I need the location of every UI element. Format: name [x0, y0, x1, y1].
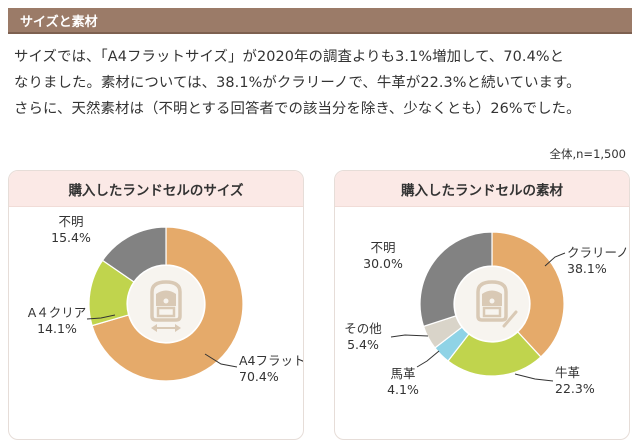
slice-value-0: 38.1%	[567, 261, 607, 276]
slice-value-2: 15.4%	[51, 230, 91, 245]
size-chart-panel: 購入したランドセルのサイズ A4フラット 70.4% A４クリア 14.1% 不明 15.…	[8, 170, 304, 440]
slice-value-4: 30.0%	[363, 256, 403, 271]
slice-value-2: 4.1%	[387, 382, 419, 397]
leader-line-0	[204, 353, 238, 368]
slice-label-1: 牛革	[555, 365, 580, 380]
description-line: なりました。素材については、38.1%がクラリーノで、牛革が22.3%と続いてい…	[14, 75, 581, 91]
slice-label-1: A４クリア	[28, 305, 87, 320]
randoseru-icon	[476, 280, 508, 322]
slice-label-3: その他	[344, 321, 382, 336]
sample-size-note: 全体,n=1,500	[549, 147, 626, 161]
donut-slice-2	[101, 226, 167, 283]
slice-label-4: 不明	[370, 240, 395, 255]
size-chart-title: 購入したランドセルのサイズ	[68, 182, 244, 199]
material-chart-panel: 購入したランドセルの素材 クラリーノ 38.1% 牛革 22.3% 馬革 4.1% その他 5…	[334, 170, 630, 440]
leader-line-1	[514, 373, 554, 382]
material-stroke-icon	[502, 310, 518, 328]
donut-slice-4	[419, 231, 493, 328]
slice-label-2: 不明	[58, 214, 83, 229]
slice-label-0: クラリーノ	[567, 245, 629, 260]
slice-value-3: 5.4%	[347, 337, 379, 352]
leader-line-3	[390, 334, 429, 338]
slice-value-1: 22.3%	[555, 381, 595, 396]
leader-line-0	[544, 252, 566, 267]
leader-line-1	[86, 314, 116, 320]
width-arrow-icon	[151, 324, 181, 332]
slice-value-1: 14.1%	[37, 321, 77, 336]
section-title: サイズと素材	[20, 14, 98, 30]
description-paragraph: サイズでは、「A4フラットサイズ」が2020年の調査よりも3.1%増加して、70…	[14, 44, 630, 122]
slice-label-2: 馬革	[390, 366, 415, 381]
description-line: サイズでは、「A4フラットサイズ」が2020年の調査よりも3.1%増加して、70…	[14, 49, 565, 65]
material-chart-header: 購入したランドセルの素材	[335, 171, 629, 207]
size-chart-header: 購入したランドセルのサイズ	[9, 171, 303, 207]
donut-slice-0	[491, 231, 565, 358]
slice-label-0: A4フラット	[239, 353, 304, 368]
material-chart-title: 購入したランドセルの素材	[401, 182, 563, 199]
donut-slice-0	[91, 226, 244, 382]
leader-line-2	[416, 350, 440, 368]
description-line: さらに、天然素材は（不明とする回答者での該当分を除き、少なくとも）26%でした。	[14, 101, 581, 117]
randoseru-icon	[150, 280, 182, 322]
section-header: サイズと素材	[8, 8, 632, 34]
slice-value-0: 70.4%	[239, 369, 279, 384]
